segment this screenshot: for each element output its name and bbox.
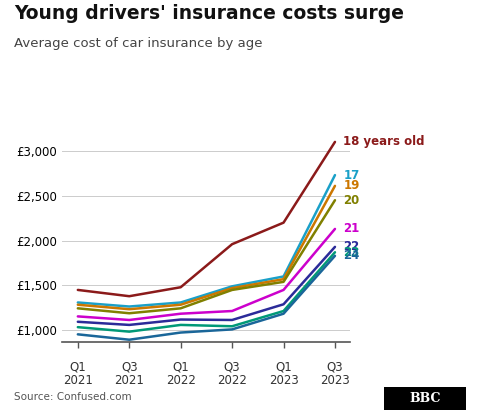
Text: 19: 19 <box>343 179 360 192</box>
Text: Q1: Q1 <box>70 361 86 374</box>
Text: Q3: Q3 <box>224 361 240 374</box>
Text: 18 years old: 18 years old <box>343 136 425 148</box>
Text: Source: Confused.com: Source: Confused.com <box>14 392 132 402</box>
Text: 2022: 2022 <box>217 374 247 387</box>
Text: Q3: Q3 <box>121 361 138 374</box>
Text: 24: 24 <box>343 249 360 262</box>
Text: Q1: Q1 <box>275 361 292 374</box>
Text: 2021: 2021 <box>63 374 93 387</box>
Text: 2023: 2023 <box>320 374 350 387</box>
Text: Q1: Q1 <box>172 361 189 374</box>
Text: 17: 17 <box>343 169 360 182</box>
Text: BBC: BBC <box>409 392 441 405</box>
Text: 21: 21 <box>343 222 360 235</box>
Text: 20: 20 <box>343 194 360 207</box>
Text: 22: 22 <box>343 240 360 253</box>
Text: Average cost of car insurance by age: Average cost of car insurance by age <box>14 37 263 50</box>
Text: Q3: Q3 <box>327 361 343 374</box>
Text: 2021: 2021 <box>114 374 144 387</box>
Text: 2023: 2023 <box>269 374 299 387</box>
Text: 2022: 2022 <box>166 374 196 387</box>
Text: 23: 23 <box>343 246 360 259</box>
Text: Young drivers' insurance costs surge: Young drivers' insurance costs surge <box>14 4 404 23</box>
